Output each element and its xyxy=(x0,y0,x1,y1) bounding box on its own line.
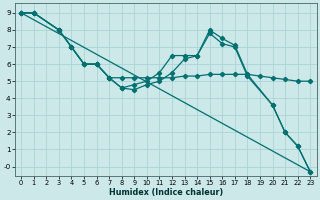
X-axis label: Humidex (Indice chaleur): Humidex (Indice chaleur) xyxy=(108,188,223,197)
